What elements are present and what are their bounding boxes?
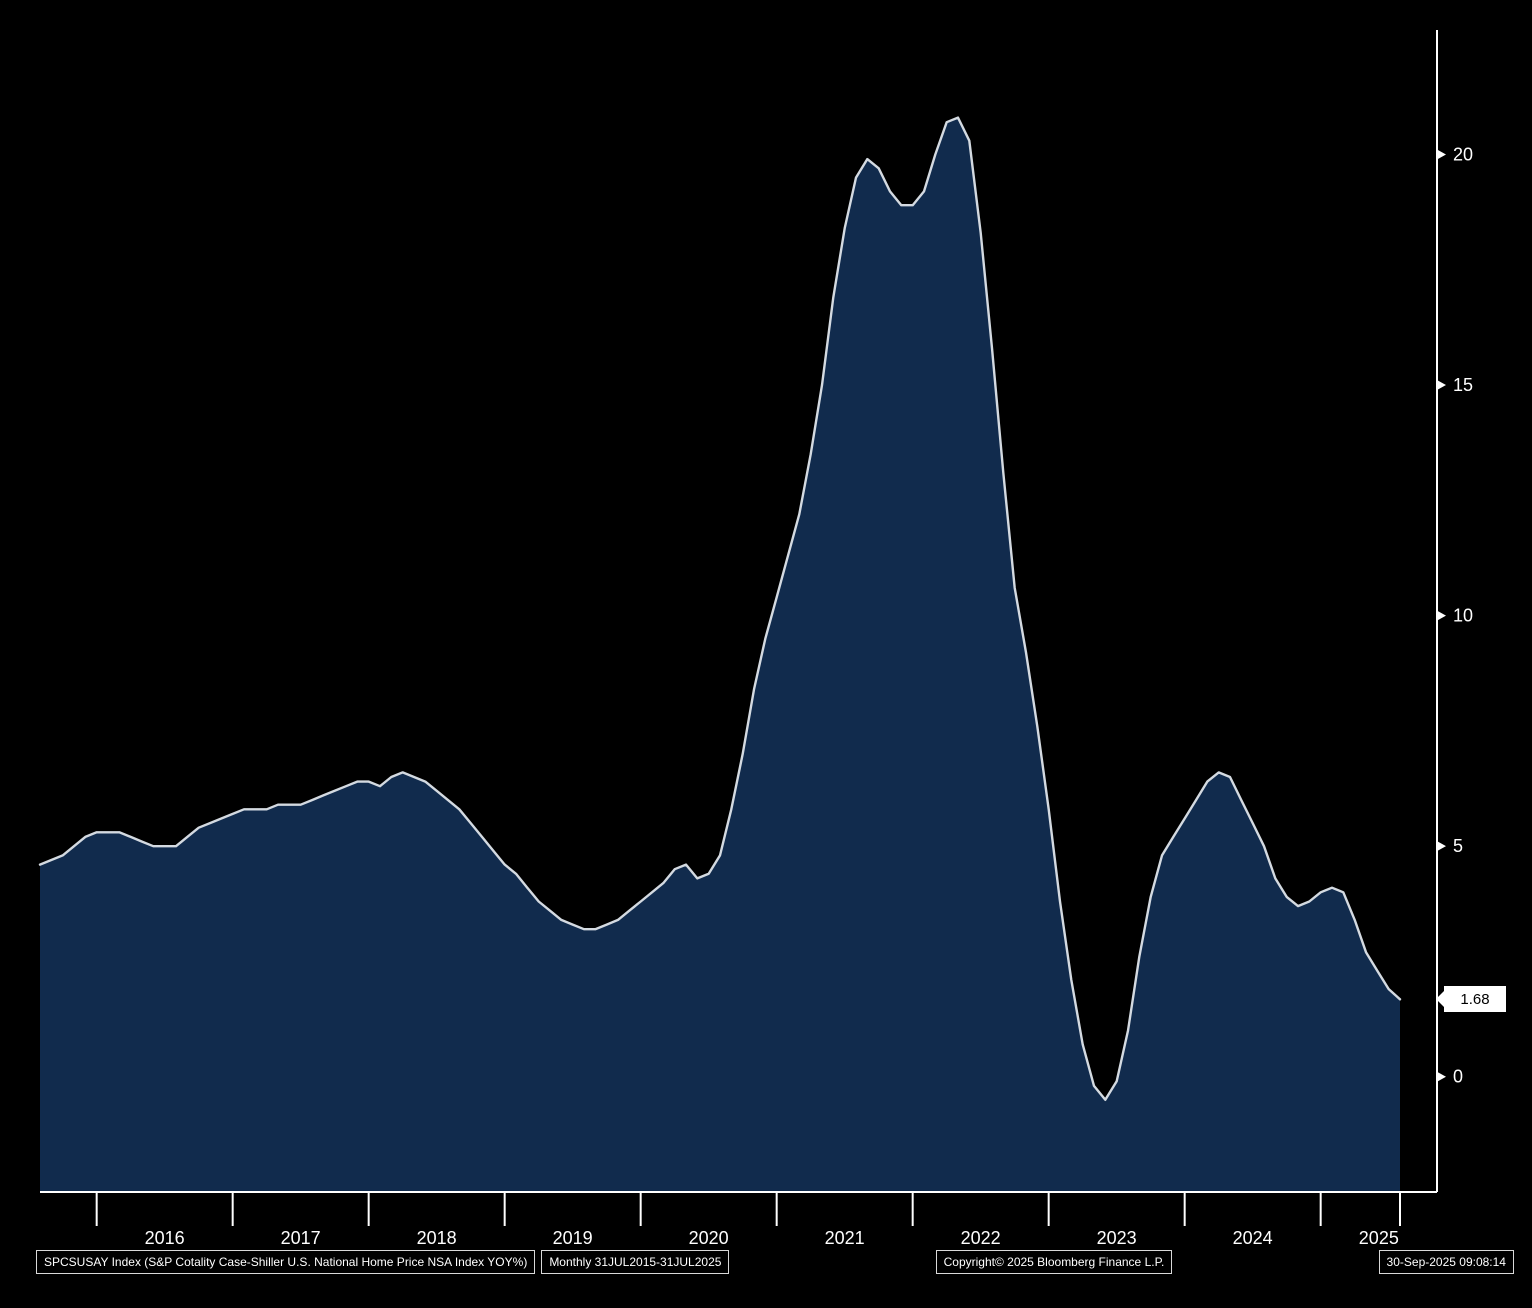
x-tick-label: 2018	[417, 1228, 457, 1248]
x-tick-label: 2023	[1097, 1228, 1137, 1248]
x-tick-label: 2022	[961, 1228, 1001, 1248]
y-tick-label: 20	[1453, 145, 1473, 165]
y-tick	[1437, 841, 1446, 852]
x-tick-label: 2021	[825, 1228, 865, 1248]
y-tick	[1437, 610, 1446, 621]
x-tick-label: 2017	[281, 1228, 321, 1248]
y-tick-label: 0	[1453, 1067, 1463, 1087]
y-tick-label: 5	[1453, 836, 1463, 856]
y-tick-label: 10	[1453, 606, 1473, 626]
footer: SPCSUSAY Index (S&P Cotality Case-Shille…	[36, 1250, 1514, 1274]
y-tick	[1437, 380, 1446, 391]
x-tick-label: 2019	[553, 1228, 593, 1248]
last-value-text: 1.68	[1460, 990, 1490, 1008]
footer-security-description: SPCSUSAY Index (S&P Cotality Case-Shille…	[36, 1250, 536, 1274]
y-tick	[1437, 1071, 1446, 1082]
x-tick-label: 2016	[145, 1228, 185, 1248]
x-tick-label: 2020	[689, 1228, 729, 1248]
x-tick-label: 2025	[1359, 1228, 1399, 1248]
y-tick-label: 15	[1453, 375, 1473, 395]
last-value-badge: 1.68	[1444, 986, 1506, 1012]
series-line	[38, 116, 1402, 1101]
y-tick	[1437, 149, 1446, 160]
area-series	[40, 117, 1400, 1193]
footer-copyright: Copyright© 2025 Bloomberg Finance L.P.	[935, 1250, 1173, 1274]
x-tick-label: 2024	[1233, 1228, 1273, 1248]
footer-periodicity: Monthly 31JUL2015-31JUL2025	[541, 1250, 730, 1274]
footer-timestamp: 30-Sep-2025 09:08:14	[1378, 1250, 1514, 1274]
